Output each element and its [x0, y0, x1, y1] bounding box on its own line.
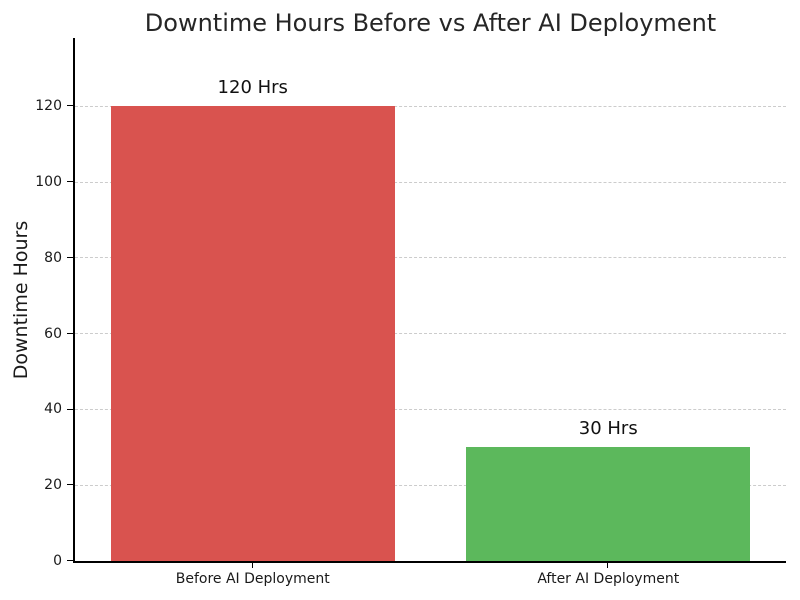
y-tick-label: 120	[35, 98, 62, 115]
y-axis-spine	[73, 38, 75, 563]
y-tick-mark	[66, 181, 74, 183]
y-gridline	[75, 181, 786, 183]
chart-title: Downtime Hours Before vs After AI Deploy…	[144, 9, 717, 37]
y-gridline	[75, 333, 786, 335]
bar-after-ai-deployment	[466, 447, 751, 561]
y-tick-label: 100	[35, 174, 62, 190]
y-tick-label: 40	[44, 401, 62, 418]
y-tick-mark	[66, 332, 74, 334]
x-tick-mark	[607, 562, 609, 568]
y-tick-label: 80	[44, 249, 62, 266]
y-tick-mark	[66, 484, 74, 486]
plot-area: 0 20 40 60 80 100 120 120 Hrs Before AI Deployme…	[35, 38, 786, 587]
y-axis-title: Downtime Hours	[10, 220, 32, 380]
y-gridline	[75, 105, 786, 107]
bar-before-ai-deployment	[110, 106, 395, 561]
y-gridline	[75, 484, 786, 486]
x-tick-mark	[251, 562, 253, 568]
y-tick-label: 60	[44, 325, 62, 342]
y-gridline	[75, 257, 786, 259]
x-axis-spine	[73, 561, 786, 563]
y-tick-mark	[66, 105, 74, 107]
bar-value-label: 120 Hrs	[217, 77, 288, 99]
bar-value-label: 30 Hrs	[578, 418, 638, 440]
x-tick-label: After AI Deployment	[537, 571, 680, 587]
y-tick-label: 0	[53, 553, 62, 569]
y-gridline	[75, 408, 786, 410]
y-tick-label: 20	[44, 477, 62, 494]
y-tick-mark	[66, 408, 74, 410]
x-tick-label: Before AI Deployment	[175, 571, 330, 587]
y-tick-mark	[66, 257, 74, 258]
y-tick-mark	[66, 560, 74, 562]
